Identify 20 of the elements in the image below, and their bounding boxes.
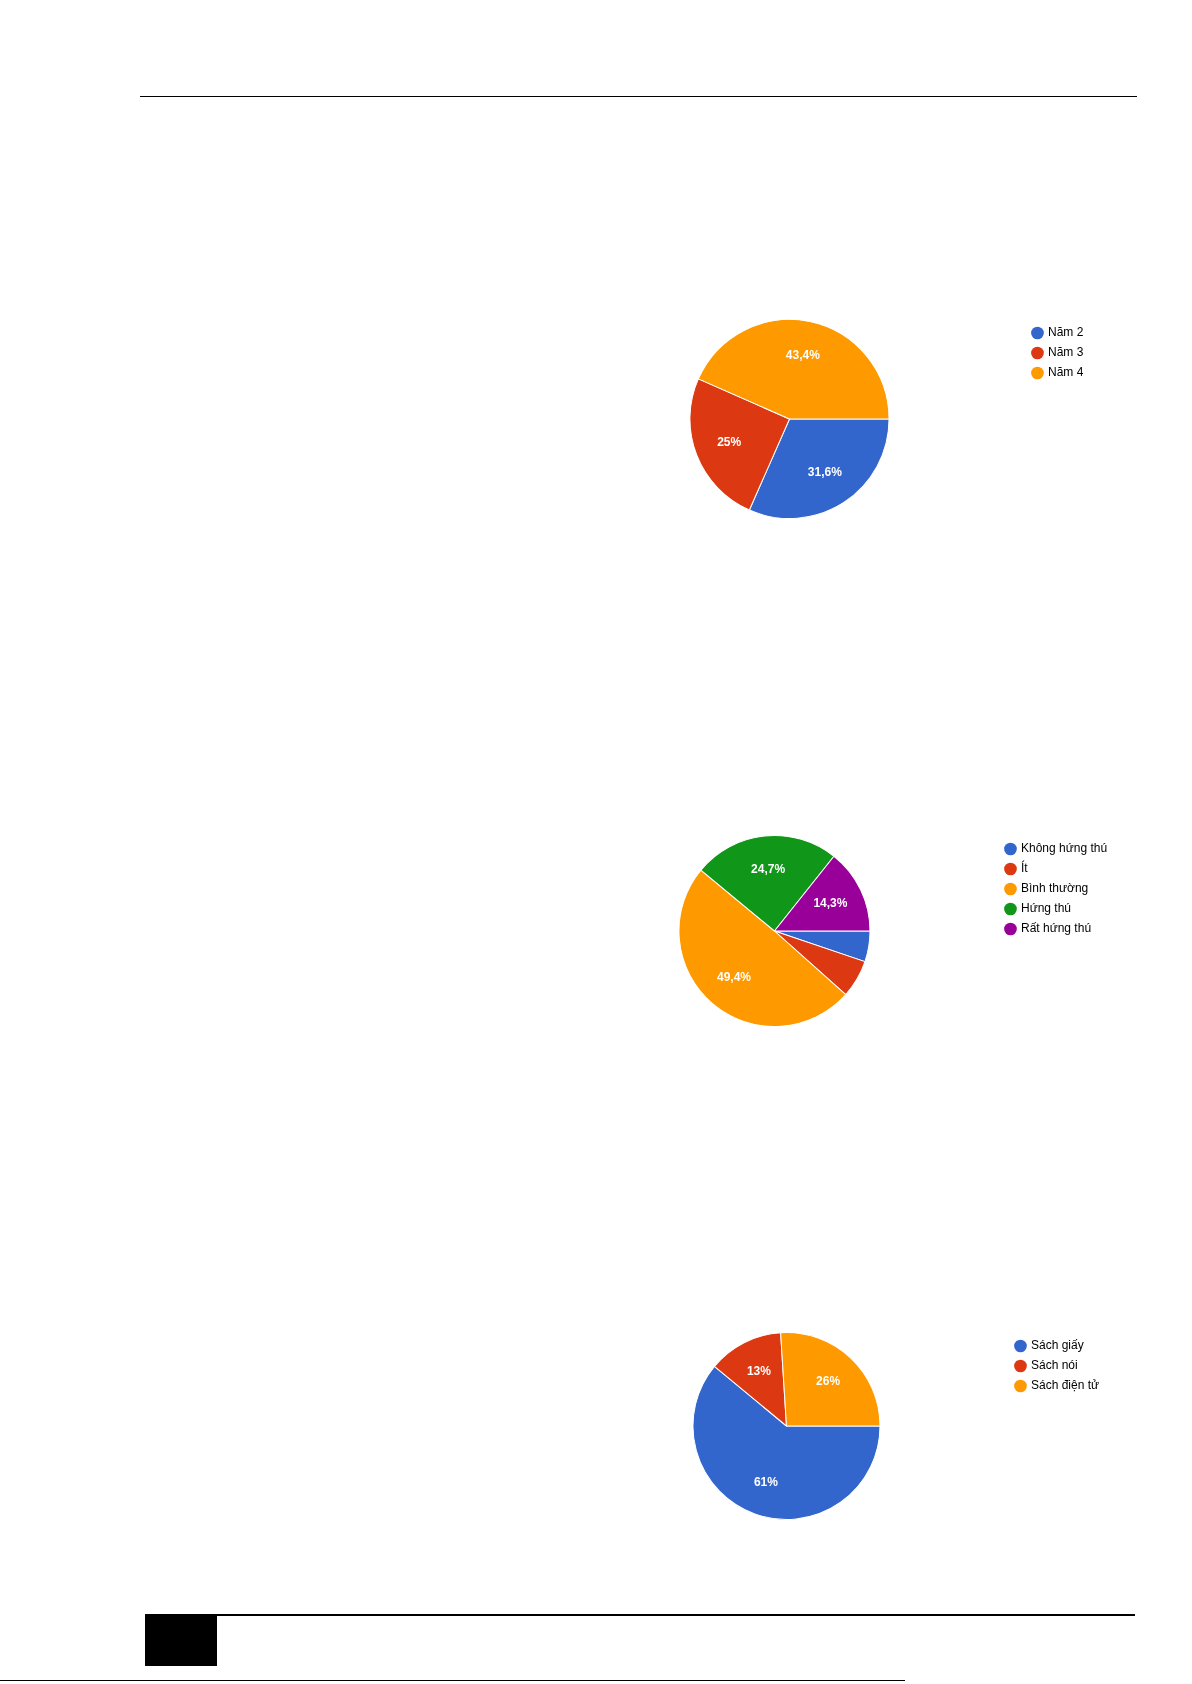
legend-label: Năm 3	[1047, 345, 1084, 360]
data-label: 49,4%	[717, 970, 752, 985]
legend-label: Năm 2	[1047, 325, 1084, 340]
legend-label: Không hứng thú	[1020, 841, 1108, 856]
data-label: 43,4%	[785, 348, 821, 363]
legend-label: Sách điện tử	[1030, 1378, 1100, 1393]
legend-label: Sách giấy	[1030, 1338, 1084, 1353]
data-label: 24,7%	[751, 861, 786, 876]
data-label: 26%	[816, 1374, 841, 1389]
legend-label: Năm 4	[1047, 365, 1084, 380]
legend-label: Hứng thú	[1020, 901, 1072, 916]
data-label: 61%	[753, 1475, 779, 1490]
legend-label: Bình thường	[1020, 881, 1089, 896]
legend-label: Sách nói	[1030, 1358, 1078, 1373]
legend-label: Rất hứng thú	[1020, 921, 1092, 936]
data-label: 25%	[717, 434, 742, 449]
legend-label: Ít	[1020, 860, 1029, 876]
data-label: 14,3%	[813, 896, 848, 911]
data-label: 31,6%	[807, 465, 843, 480]
data-label: 13%	[746, 1364, 772, 1379]
